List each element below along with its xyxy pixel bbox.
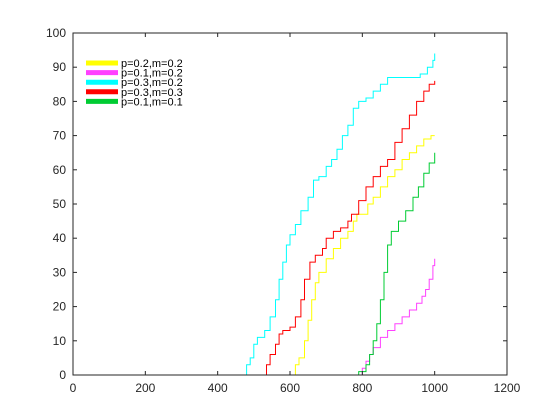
legend: p=0.2,m=0.2p=0.1,m=0.2p=0.3,m=0.2p=0.3,m…: [86, 58, 183, 108]
y-tick-label: 80: [53, 94, 67, 108]
x-tick-label: 600: [280, 381, 300, 395]
y-tick-label: 50: [53, 197, 67, 211]
series-line-4: [73, 80, 436, 376]
legend-entry-label: p=0.1,m=0.1: [121, 96, 183, 108]
series-line-3: [73, 53, 436, 376]
y-tick-label: 70: [53, 129, 67, 143]
y-tick-label: 10: [53, 334, 67, 348]
y-tick-label: 90: [53, 60, 67, 74]
legend-entry-label: p=0.3,m=0.3: [121, 87, 183, 99]
x-tick-label: 1200: [494, 381, 521, 395]
y-tick-label: 20: [53, 300, 67, 314]
x-tick-label: 800: [352, 381, 372, 395]
series-layer: [73, 53, 436, 376]
series-line-5: [73, 152, 436, 376]
x-tick-label: 0: [70, 381, 77, 395]
legend-entry-label: p=0.2,m=0.2: [121, 58, 183, 70]
y-tick-label: 100: [46, 26, 66, 40]
legend-entry-label: p=0.3,m=0.2: [121, 77, 183, 89]
y-tick-label: 0: [59, 368, 66, 382]
y-tick-label: 40: [53, 231, 67, 245]
series-line-1: [73, 135, 435, 376]
y-tick-label: 60: [53, 163, 67, 177]
x-tick-label: 400: [208, 381, 228, 395]
series-line-2: [73, 258, 436, 376]
legend-entry-label: p=0.1,m=0.2: [121, 68, 183, 80]
x-tick-label: 200: [135, 381, 155, 395]
x-tick-label: 1000: [421, 381, 448, 395]
axes-layer: 0 200 400 600 800 1000 1200 0 10 20 30 40 50 60 70 80 90…: [46, 26, 521, 395]
y-tick-label: 30: [53, 265, 67, 279]
